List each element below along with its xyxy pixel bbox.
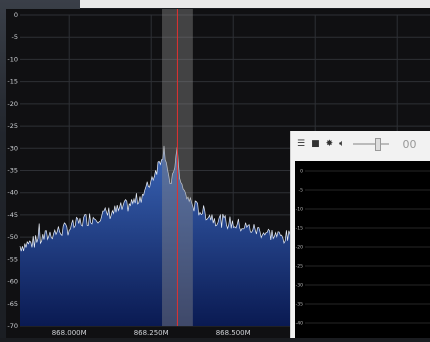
y-tick-label: -35 — [296, 302, 303, 308]
y-tick-label: -25 — [7, 122, 18, 130]
secondary-plot[interactable]: 0 -5 -10 -15 -20 -25 -30 -35 -40 — [295, 161, 430, 338]
volume-slider[interactable] — [352, 138, 389, 151]
y-tick-label: -15 — [7, 78, 18, 86]
y-tick-label: -40 — [296, 321, 303, 327]
y-tick-label: -60 — [7, 278, 18, 286]
y-tick-label: -65 — [7, 300, 18, 308]
gear-icon[interactable]: ✸ — [325, 138, 334, 149]
x-tick-label: 868.000M — [52, 329, 87, 337]
menu-icon[interactable]: ☰ — [297, 138, 306, 149]
y-tick-label: 0 — [300, 169, 303, 175]
y-tick-label: -70 — [7, 322, 18, 330]
speaker-icon[interactable]: 🔈︎ — [339, 138, 345, 149]
y-tick-label: -20 — [296, 245, 303, 251]
toolbar: ☰ ■ ✸ 🔈︎ 00 — [291, 131, 430, 157]
y-tick-label: -55 — [7, 255, 18, 263]
y-tick-label: -45 — [7, 211, 18, 219]
volume-readout: 00 — [402, 137, 417, 151]
y-tick-label: -10 — [296, 207, 303, 213]
y-tick-label: -25 — [296, 264, 303, 270]
y-tick-label: -5 — [12, 33, 18, 41]
background-window-top — [80, 0, 430, 8]
stop-icon[interactable]: ■ — [311, 138, 320, 149]
y-tick-label: -10 — [7, 55, 18, 63]
y-tick-label: -5 — [299, 188, 304, 194]
x-tick-label: 868.250M — [134, 329, 169, 337]
y-tick-label: -15 — [296, 226, 303, 232]
secondary-waterfall-window[interactable]: ☰ ■ ✸ 🔈︎ 00 0 -5 -10 -15 -20 -25 -30 -35 -40 — [290, 131, 430, 338]
y-tick-label: -30 — [7, 144, 18, 152]
y-tick-label: -35 — [7, 167, 18, 175]
y-tick-label: 0 — [14, 11, 18, 19]
volume-slider-knob[interactable] — [374, 138, 381, 151]
y-tick-label: -40 — [7, 189, 18, 197]
y-tick-label: -20 — [7, 100, 18, 108]
y-tick-label: -30 — [296, 283, 303, 289]
x-tick-label: 868.500M — [216, 329, 251, 337]
y-tick-label: -50 — [7, 233, 18, 241]
secondary-plot-svg: 0 -5 -10 -15 -20 -25 -30 -35 -40 — [296, 169, 430, 327]
